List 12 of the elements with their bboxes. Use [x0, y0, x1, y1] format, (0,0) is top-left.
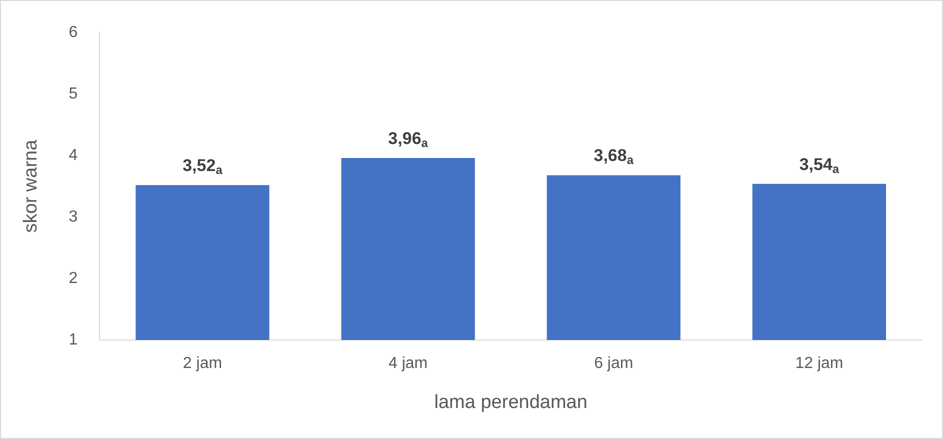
y-tick-label: 2	[68, 270, 78, 287]
y-tick-label: 5	[68, 85, 78, 102]
y-tick-label: 6	[68, 24, 78, 42]
x-tick-label: 12 jam	[795, 355, 844, 372]
y-tick-label: 4	[68, 146, 78, 164]
x-tick-label: 4 jam	[388, 355, 428, 372]
y-axis-title: skor warna	[20, 139, 42, 233]
x-tick-label: 6 jam	[594, 355, 634, 372]
y-tick-label: 3	[68, 208, 78, 226]
x-tick-label: 2 jam	[182, 355, 222, 372]
y-tick-label: 1	[68, 331, 78, 348]
x-axis-title: lama perendaman	[434, 392, 588, 413]
